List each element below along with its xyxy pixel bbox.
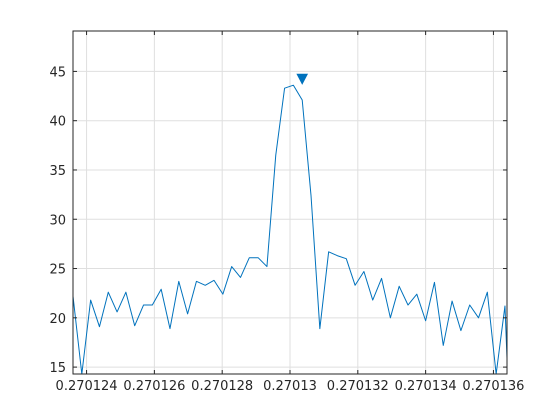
labels-layer: 0.270124 0.270126 0.270128 0.27013 0.270132 0…: [49, 65, 524, 394]
peak-marker: [296, 73, 309, 85]
x-tick-label: 0.270134: [395, 379, 457, 394]
x-tick-label: 0.27013: [263, 379, 317, 394]
y-tick-label: 30: [49, 213, 66, 228]
y-tick-label: 40: [49, 115, 66, 130]
y-tick-label: 20: [49, 312, 66, 327]
y-tick-label: 35: [49, 164, 66, 179]
y-tick-label: 25: [49, 263, 66, 278]
x-tick-label: 0.270128: [191, 379, 253, 394]
x-tick-label: 0.270126: [123, 379, 185, 394]
x-tick-label: 0.270124: [56, 379, 118, 394]
marker-layer: [296, 73, 309, 85]
x-tick-label: 0.270136: [462, 379, 524, 394]
axes-box: [72, 30, 508, 375]
y-tick-label: 45: [49, 65, 66, 80]
axes-layer: [72, 30, 508, 375]
grid-layer: [73, 31, 507, 374]
x-tick-label: 0.270132: [327, 379, 389, 394]
series-layer: [73, 84, 507, 374]
series-line-0: [73, 84, 507, 374]
y-tick-label: 15: [49, 361, 66, 376]
